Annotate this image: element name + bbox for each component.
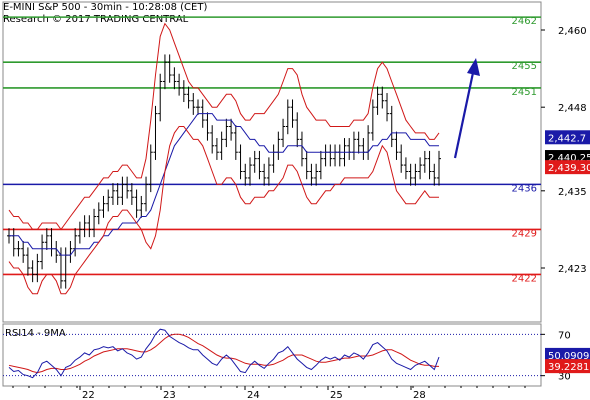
rsi-ma-line (8, 333, 439, 374)
bollinger-upper-line (8, 22, 440, 231)
projection-arrow-shaft (453, 67, 476, 159)
x-tick-label: 28 (413, 390, 426, 400)
level-label: 2429 (512, 228, 537, 239)
price-tag-label: 2,439.30 (548, 163, 590, 174)
x-tick-label: 24 (247, 390, 260, 400)
y-tick-label: 2,435 (558, 187, 587, 198)
x-tick-label: 23 (163, 390, 176, 400)
rsi-y-tick-label: 70 (558, 330, 571, 341)
level-label: 2436 (512, 183, 537, 194)
chart-source: Research © 2017 TRADING CENTRAL (3, 14, 189, 25)
main-panel-frame (2, 1, 542, 323)
rsi-title: RSI14 - 9MA (5, 328, 66, 339)
x-tick-label: 22 (82, 390, 95, 400)
price-tag-label: 2,440.25 (548, 153, 590, 164)
price-tag-box (545, 130, 590, 145)
y-tick-label: 2,460 (558, 26, 587, 37)
rsi-tag-label: 50.0909 (548, 351, 589, 362)
rsi-tag-box (545, 359, 590, 374)
projection-arrow-head (467, 58, 480, 76)
price-tag-box (545, 160, 590, 175)
level-label: 2422 (512, 273, 537, 284)
rsi-panel-frame (2, 323, 542, 387)
rsi-tag-box (545, 347, 590, 362)
level-label: 2455 (512, 61, 537, 72)
rsi-tag-label: 39.2281 (548, 362, 589, 373)
x-tick-label: 25 (330, 390, 343, 400)
rsi-line (8, 328, 440, 379)
price-tag-label: 2,442.7 (548, 133, 586, 144)
moving-average-line (9, 113, 439, 256)
y-tick-label: 2,448 (558, 103, 587, 114)
y-tick-label: 2,423 (558, 264, 587, 275)
chart-title: E-MINI S&P 500 - 30min - 10:28:08 (CET) (3, 2, 208, 13)
level-label: 2451 (512, 87, 537, 98)
bollinger-lower-line (8, 126, 439, 295)
rsi-y-tick-label: 30 (558, 372, 571, 383)
level-label: 2462 (512, 16, 537, 27)
